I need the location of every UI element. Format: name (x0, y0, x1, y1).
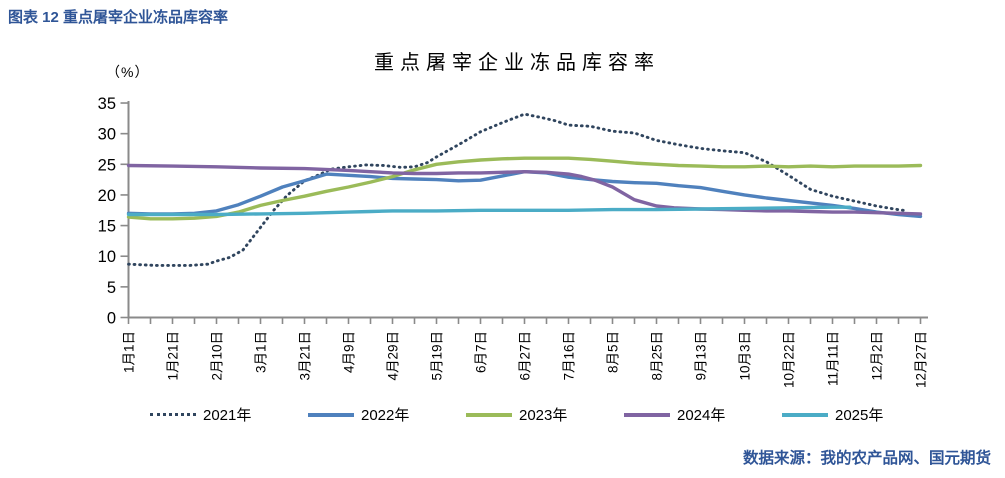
x-axis-tick-label: 4月29日 (386, 331, 401, 381)
y-axis-tick-label: 0 (107, 310, 116, 328)
legend-swatch-2024 (624, 412, 670, 417)
y-axis-tick-label: 30 (98, 126, 116, 144)
legend-swatch-2025 (782, 412, 828, 417)
x-axis-tick-label: 1月21日 (166, 331, 181, 381)
y-axis-tick-label: 25 (98, 156, 116, 174)
x-axis-tick-label: 12月27日 (914, 331, 929, 388)
x-axis-tick-label: 2月10日 (210, 331, 225, 381)
legend-swatch-2022 (308, 412, 354, 417)
x-axis-tick-label: 5月19日 (430, 331, 445, 381)
series-line-2024年 (126, 163, 923, 216)
legend-item-2025: 2025年 (782, 404, 894, 425)
chart-title: 重点屠宰企业冻品库容率 (374, 52, 660, 74)
x-axis-tick-label: 7月16日 (562, 331, 577, 381)
legend-item-2021: 2021年 (150, 404, 262, 425)
x-axis-tick-label: 6月7日 (474, 331, 489, 373)
legend-label-2023: 2023年 (519, 407, 568, 424)
x-axis-tick-label: 11月11日 (826, 331, 841, 386)
x-axis-tick-label: 12月2日 (870, 331, 885, 381)
legend-label-2022: 2022年 (361, 407, 410, 424)
x-axis-tick-label: 8月5日 (606, 331, 621, 373)
y-axis-tick-label: 5 (107, 279, 116, 297)
figure-caption: 图表 12 重点屠宰企业冻品库容率 (8, 9, 229, 26)
y-axis-tick-label: 35 (98, 95, 116, 113)
y-axis-unit-label: （%） (106, 64, 150, 80)
series-line-2023年 (126, 156, 923, 221)
data-source-note: 数据来源：我的农产品网、国元期货 (742, 450, 991, 467)
x-axis-tick-label: 10月22日 (782, 331, 797, 388)
legend-label-2024: 2024年 (677, 407, 726, 424)
legend-item-2023: 2023年 (466, 404, 578, 425)
x-axis-tick-label: 10月3日 (738, 331, 753, 381)
x-axis-tick-label: 8月25日 (650, 331, 665, 381)
legend-swatch-2021 (150, 413, 196, 416)
legend-swatch-2023 (466, 412, 512, 417)
series-line-2021年 (127, 112, 909, 267)
legend-label-2025: 2025年 (835, 407, 884, 424)
x-axis-tick-label: 1月1日 (122, 331, 137, 373)
y-axis-tick-label: 15 (98, 218, 116, 236)
x-axis-tick-label: 4月9日 (342, 331, 357, 373)
chart-legend: 2021年 2022年 2023年 2024年 2025年 (150, 404, 894, 425)
x-axis-tick-label: 3月1日 (254, 331, 269, 373)
x-axis-tick-label: 9月13日 (694, 331, 709, 381)
y-axis-tick-label: 10 (98, 248, 116, 266)
x-axis-tick-label: 6月27日 (518, 331, 533, 381)
legend-item-2022: 2022年 (308, 404, 420, 425)
legend-item-2024: 2024年 (624, 404, 736, 425)
x-axis-tick-label: 3月21日 (298, 331, 313, 381)
series-line-2025年 (126, 205, 852, 217)
y-axis-tick-label: 20 (98, 187, 116, 205)
legend-label-2021: 2021年 (203, 407, 252, 424)
